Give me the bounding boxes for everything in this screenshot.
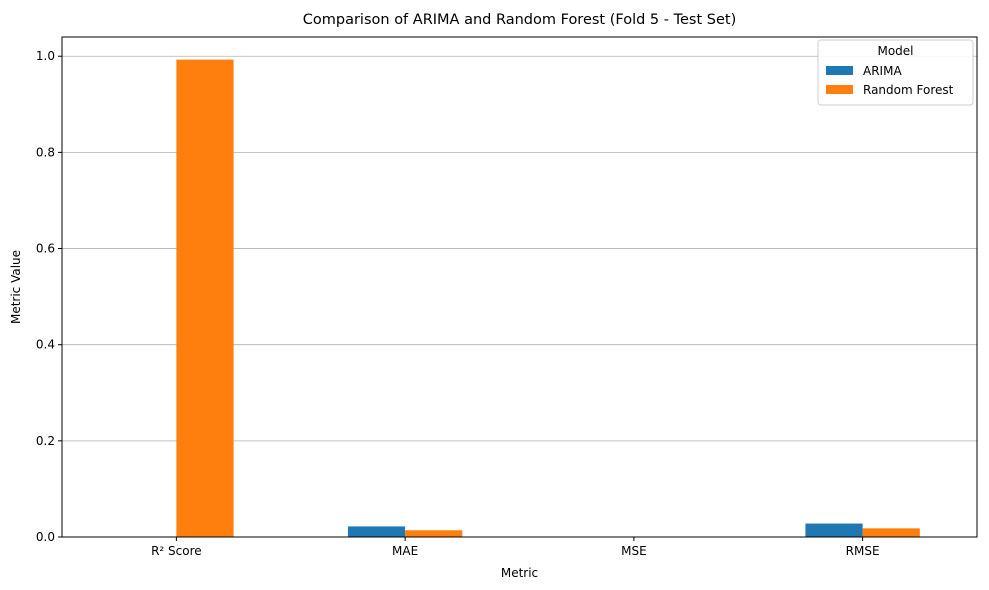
y-tick-label: 1.0 [36,49,55,63]
bar [347,526,406,537]
y-tick-label: 0.0 [36,530,55,544]
legend-item-label: ARIMA [863,64,902,78]
legend: Model ARIMA Random Forest [817,39,974,106]
legend-swatch [826,66,853,75]
x-axis-ticks: R² Score MAE MSE RMSE [151,537,880,558]
x-tick-label: R² Score [151,544,202,558]
bar [405,530,463,537]
plot-frame [61,36,978,538]
y-tick-label: 0.2 [36,434,55,448]
y-tick-label: 0.6 [36,242,55,256]
y-axis-ticks: 0.0 0.2 0.4 0.6 0.8 1.0 [36,49,62,544]
legend-swatch [826,85,853,94]
legend-item-label: Random Forest [863,83,954,97]
bars [119,59,920,537]
x-axis-label: Metric [501,566,538,580]
x-tick-label: MAE [392,544,418,558]
bar [176,59,234,537]
y-tick-label: 0.8 [36,145,55,159]
x-tick-label: MSE [621,544,647,558]
x-tick-label: RMSE [846,544,880,558]
legend-box [817,39,974,106]
y-axis-label: Metric Value [9,250,23,324]
y-tick-label: 0.4 [36,338,55,352]
bar [862,528,920,537]
chart-title: Comparison of ARIMA and Random Forest (F… [303,12,736,28]
legend-title: Model [877,44,913,58]
bar [805,523,863,537]
